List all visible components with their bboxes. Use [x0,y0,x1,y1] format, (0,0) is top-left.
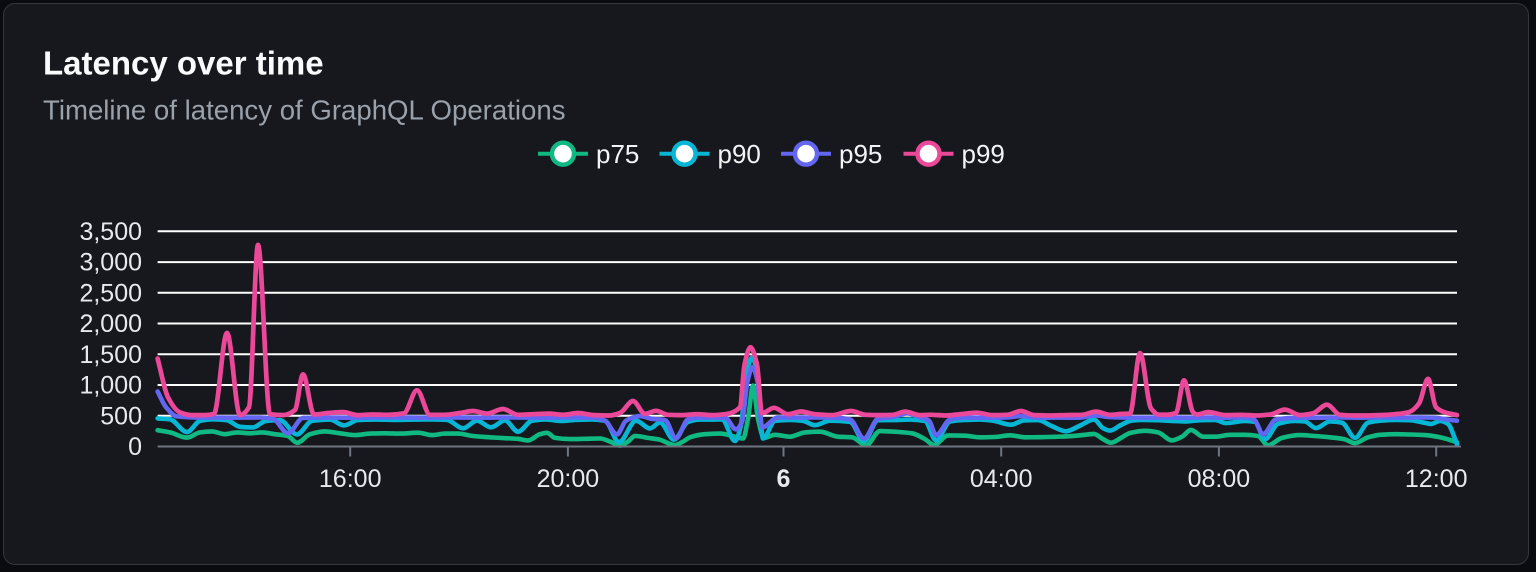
svg-text:p95: p95 [839,139,882,169]
svg-text:3,000: 3,000 [79,249,142,277]
svg-text:1,000: 1,000 [79,372,142,400]
svg-text:6: 6 [777,465,791,493]
svg-text:04:00: 04:00 [970,465,1033,493]
svg-text:20:00: 20:00 [537,465,600,493]
svg-text:2,500: 2,500 [79,279,142,307]
svg-text:0: 0 [128,433,142,461]
svg-text:3,500: 3,500 [79,218,142,246]
svg-text:12:00: 12:00 [1405,465,1468,493]
svg-text:500: 500 [100,402,142,430]
svg-text:Timeline of latency of GraphQL: Timeline of latency of GraphQL Operation… [43,95,566,126]
svg-text:08:00: 08:00 [1188,465,1251,493]
svg-text:p90: p90 [718,139,761,169]
svg-text:p75: p75 [596,139,639,169]
svg-text:p99: p99 [962,139,1005,169]
svg-text:16:00: 16:00 [319,465,382,493]
svg-text:1,500: 1,500 [79,341,142,369]
svg-text:2,000: 2,000 [79,310,142,338]
svg-text:Latency over time: Latency over time [43,45,324,82]
